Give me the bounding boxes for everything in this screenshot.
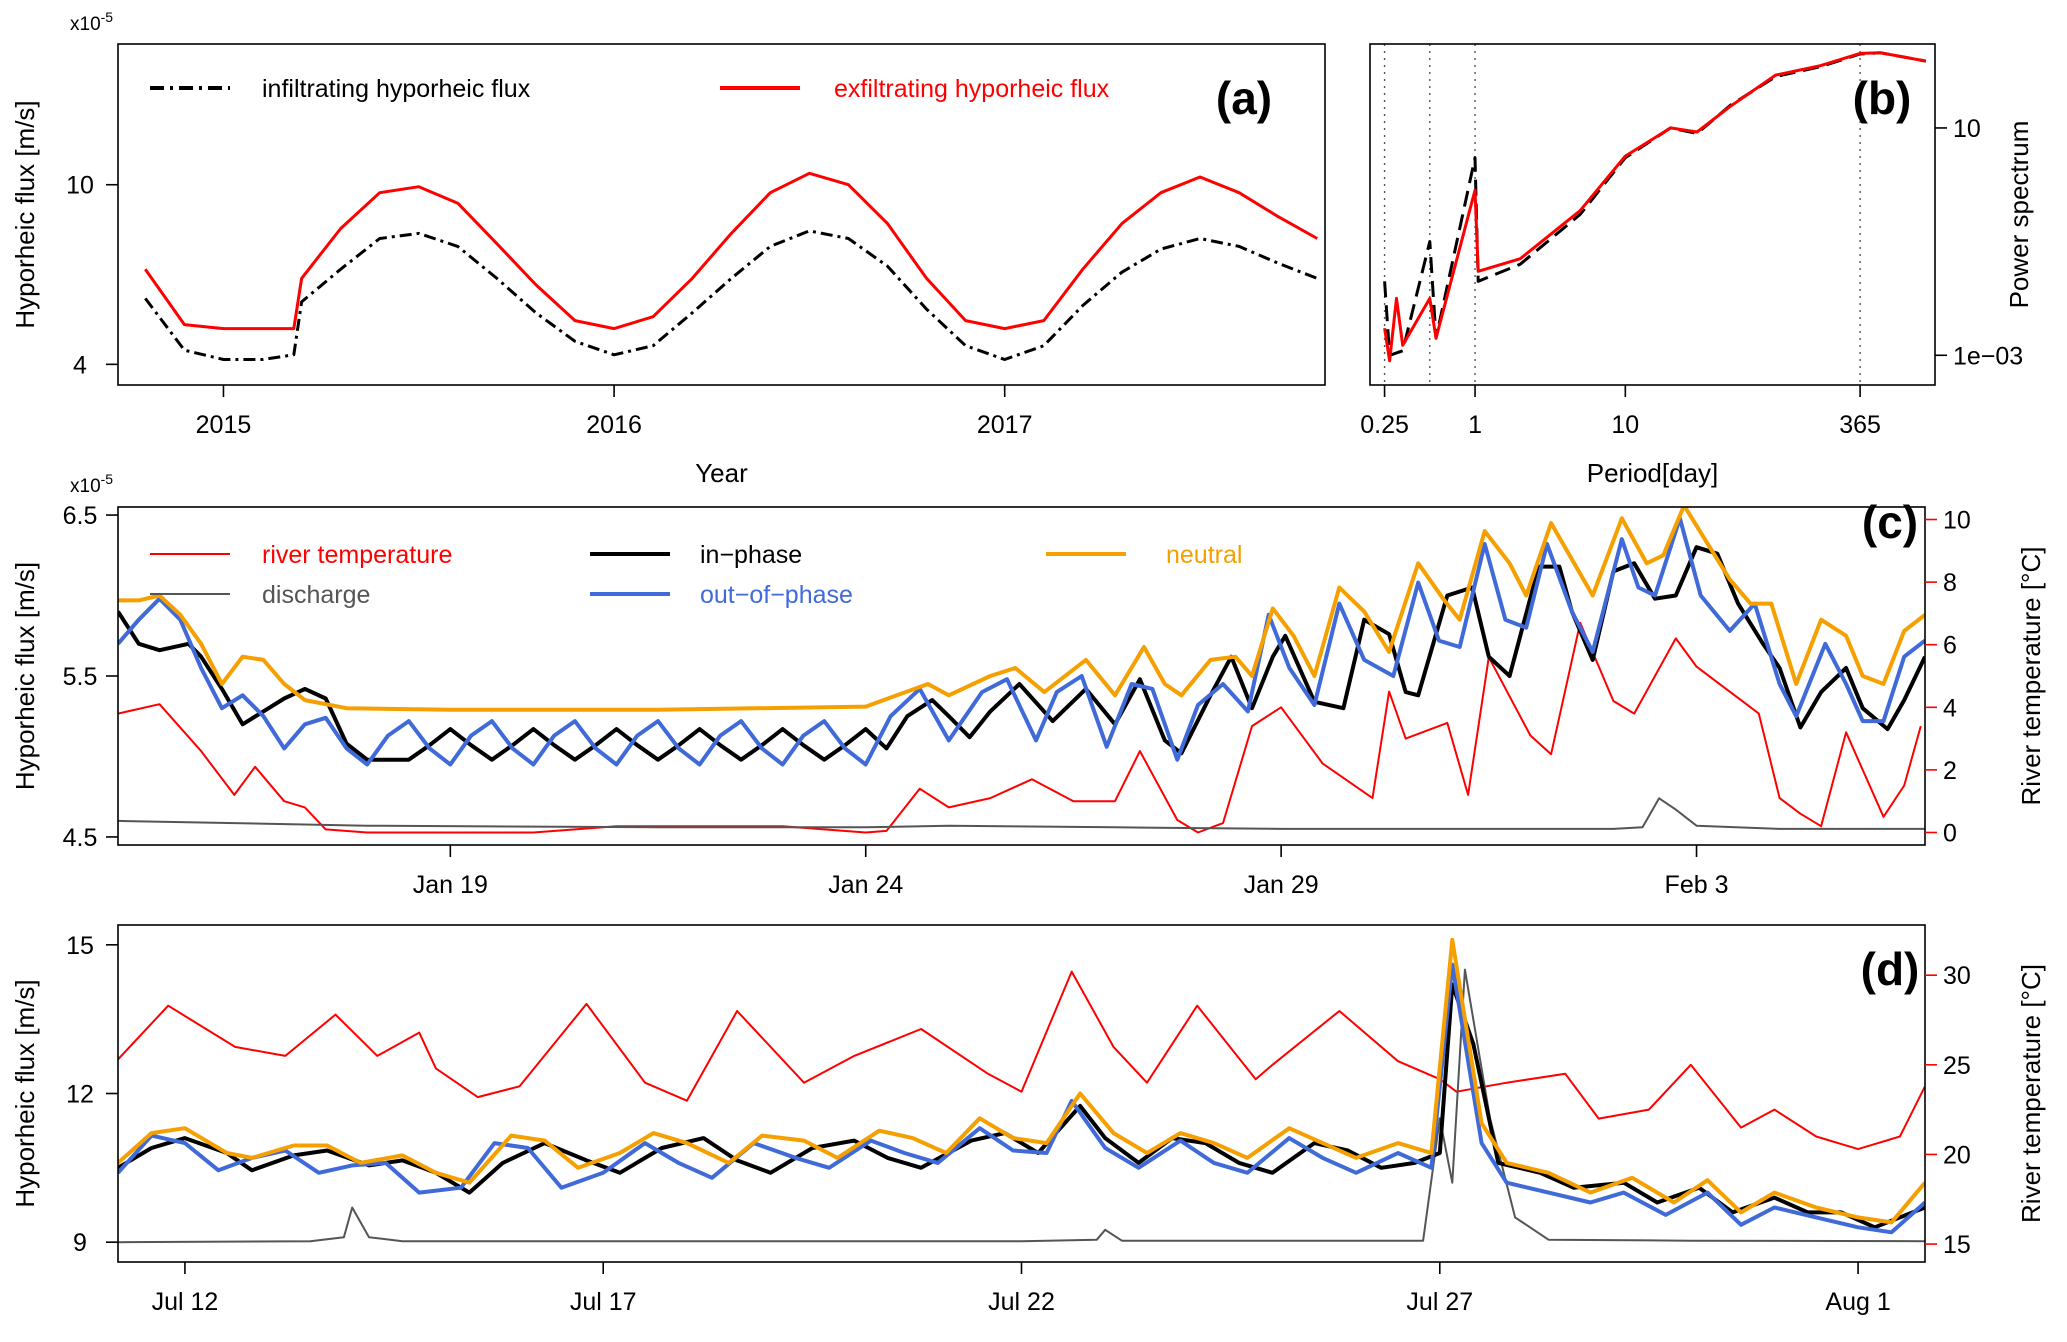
c-x-tick-label: Jan 29 (1244, 871, 1319, 899)
c-y-tick-label: 4.5 (63, 824, 98, 852)
d-y-tick-label: 15 (66, 932, 94, 960)
b-series-infiltrating-hyporheic-flux (1383, 51, 1927, 357)
legend-discharge-label: discharge (262, 581, 370, 609)
d-plot-frame (117, 924, 1926, 1263)
b-x-tick-label: 1 (1468, 411, 1482, 439)
panel-d-label: (d) (1861, 943, 1920, 995)
c-x-tick-label: Jan 19 (413, 871, 488, 899)
legend-out-of-phase-label: out−of−phase (700, 581, 853, 609)
d-y-right-tick-label: 30 (1943, 962, 1971, 990)
a-x-tick-label: 2016 (586, 411, 642, 439)
b-plot-frame (1369, 43, 1936, 386)
b-x-axis-label: Period[day] (1587, 458, 1719, 488)
d-y-right-tick-label: 25 (1943, 1052, 1971, 1080)
panel-c-y-multiplier: x10-5 (70, 471, 113, 497)
b-x-tick-label: 365 (1839, 411, 1881, 439)
a-y-tick-label: 4 (73, 351, 87, 379)
c-x-tick-label: Feb 3 (1665, 871, 1729, 899)
c-series-neutral (118, 507, 1925, 712)
a-plot-frame (117, 43, 1326, 386)
panel-b: 0.25 1 10 365 1e−03 10 Period[day] Power spectr… (1360, 43, 2034, 488)
b-y-tick-label: 10 (1953, 115, 1981, 143)
a-x-tick-label: 2015 (196, 411, 252, 439)
a-y-axis-label: Hyporheic flux [m/s] (10, 100, 40, 328)
legend-river-temperature-label: river temperature (262, 541, 452, 569)
d-y-tick-label: 9 (73, 1229, 87, 1257)
c-series-out-of-phase (118, 516, 1925, 767)
d-x-tick-label: Aug 1 (1825, 1288, 1890, 1316)
d-series-river-temperature (118, 970, 1925, 1151)
c-series-discharge (118, 797, 1925, 830)
a-series-infiltrating-hyporheic-flux (144, 229, 1318, 361)
panel-d: Jul 12 Jul 17 Jul 22 Jul 27 Aug 1 9 12 15 15 20 25… (10, 924, 2046, 1316)
c-x-tick-label: Jan 24 (828, 871, 903, 899)
panel-b-label: (b) (1853, 72, 1912, 124)
d-y-axis-label: Hyporheic flux [m/s] (10, 979, 40, 1207)
panel-c: Jan 19 Jan 24 Jan 29 Feb 3 4.5 5.5 6.5 0 2 4 6 8 10 H… (10, 502, 2046, 899)
d-y-tick-label: 12 (66, 1081, 94, 1109)
panel-a-y-multiplier: x10-5 (70, 9, 113, 35)
legend-neutral-label: neutral (1166, 541, 1242, 569)
panel-c-legend: river temperature discharge in−phase out… (150, 541, 1242, 609)
d-y-right-tick-label: 15 (1943, 1231, 1971, 1259)
c-y-right-axis-label: River temperature [°C] (2016, 547, 2046, 806)
b-y-tick-label: 1e−03 (1953, 342, 2023, 370)
b-series-exfiltrating-hyporheic-flux (1383, 51, 1927, 363)
a-y-tick-label: 10 (66, 172, 94, 200)
d-series-discharge (118, 968, 1925, 1244)
c-series-in-phase (118, 545, 1925, 762)
legend-in-phase-label: in−phase (700, 541, 802, 569)
c-y-right-tick-label: 2 (1943, 757, 1957, 785)
legend-exfiltrating-label: exfiltrating hyporheic flux (834, 75, 1110, 103)
a-x-axis-label: Year (695, 458, 748, 488)
d-x-tick-label: Jul 22 (988, 1288, 1055, 1316)
panel-a-legend: infiltrating hyporheic flux exfiltrating… (150, 75, 1110, 103)
c-y-right-tick-label: 10 (1943, 507, 1971, 535)
legend-infiltrating-label: infiltrating hyporheic flux (262, 75, 531, 103)
c-y-right-tick-label: 8 (1943, 569, 1957, 597)
c-y-right-tick-label: 0 (1943, 819, 1957, 847)
panel-c-label: (c) (1862, 496, 1918, 548)
d-x-tick-label: Jul 27 (1406, 1288, 1473, 1316)
d-series-neutral (118, 937, 1925, 1225)
d-x-tick-label: Jul 12 (152, 1288, 219, 1316)
c-y-right-tick-label: 6 (1943, 632, 1957, 660)
panel-a-label: (a) (1216, 72, 1272, 124)
d-y-right-axis-label: River temperature [°C] (2016, 964, 2046, 1223)
panel-a: 2015 2016 2017 4 10 Year Hyporheic flux [m/s] (10, 43, 1326, 488)
c-y-tick-label: 6.5 (63, 502, 98, 530)
b-y-axis-label: Power spectrum (2004, 121, 2034, 309)
c-series-river-temperature (118, 621, 1922, 834)
a-x-tick-label: 2017 (977, 411, 1033, 439)
d-x-tick-label: Jul 17 (570, 1288, 637, 1316)
d-series-out-of-phase (118, 962, 1925, 1235)
c-y-right-tick-label: 4 (1943, 694, 1957, 722)
d-y-right-tick-label: 20 (1943, 1141, 1971, 1169)
b-x-tick-label: 10 (1611, 411, 1639, 439)
c-y-tick-label: 5.5 (63, 663, 98, 691)
c-y-axis-label: Hyporheic flux [m/s] (10, 562, 40, 790)
b-x-tick-label: 0.25 (1360, 411, 1409, 439)
a-series-exfiltrating-hyporheic-flux (144, 171, 1318, 331)
